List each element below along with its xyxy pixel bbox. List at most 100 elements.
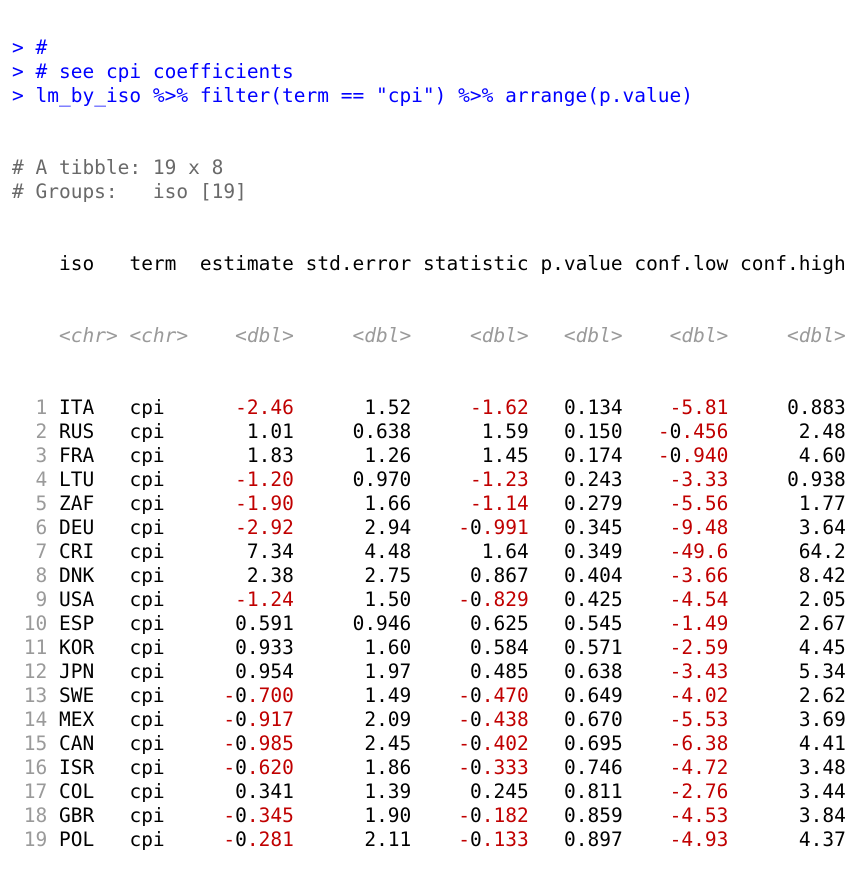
column-type: <dbl>	[563, 324, 623, 347]
value-zero: 0	[235, 708, 247, 731]
negative-sign: -	[458, 804, 471, 827]
value-digits: 3.66	[681, 564, 729, 587]
table-cell: -0.991	[458, 516, 528, 539]
column-header: term	[129, 252, 177, 275]
table-body: 1 ITA cpi -2.46 1.52 -1.62 0.134 -5.81 0…	[12, 396, 852, 852]
table-cell: -0.829	[458, 588, 528, 611]
table-cell: -4.02	[670, 684, 729, 707]
negative-sign: -	[458, 732, 471, 755]
command-lines: > # > # see cpi coefficients > lm_by_iso %…	[12, 36, 852, 108]
table-cell: -2.92	[235, 516, 294, 539]
table-cell: -3.66	[670, 564, 729, 587]
command-text: lm_by_iso %>% filter(term == "cpi") %>% …	[35, 84, 693, 107]
table-cell: 8.42	[798, 564, 846, 587]
row-number: 9	[35, 588, 48, 611]
row-number: 10	[23, 612, 48, 635]
table-cell: -49.6	[670, 540, 729, 563]
table-cell: 0.954	[235, 660, 294, 683]
table-row: 16 ISR cpi -0.620 1.86 -0.333 0.746 -4.7…	[12, 756, 852, 780]
table-cell: 1.01	[246, 420, 294, 443]
table-cell: 3.44	[798, 780, 846, 803]
table-cell: -0.700	[223, 684, 293, 707]
value-digits: .438	[481, 708, 529, 731]
table-cell: 1.60	[364, 636, 412, 659]
row-number: 18	[23, 804, 48, 827]
value-digits: 4.53	[681, 804, 729, 827]
table-cell: cpi	[129, 684, 165, 707]
value-digits: 1.23	[481, 468, 529, 491]
row-number: 7	[35, 540, 48, 563]
value-digits: .829	[481, 588, 529, 611]
table-cell: -5.53	[670, 708, 729, 731]
table-row: 5 ZAF cpi -1.90 1.66 -1.14 0.279 -5.56 1…	[12, 492, 852, 516]
table-row: 6 DEU cpi -2.92 2.94 -0.991 0.345 -9.48 …	[12, 516, 852, 540]
value-digits: 4.93	[681, 828, 729, 851]
value-zero: 0	[470, 828, 482, 851]
table-cell: 0.883	[787, 396, 846, 419]
column-header: std.error	[305, 252, 412, 275]
table-cell: DEU	[58, 516, 95, 539]
table-cell: cpi	[129, 636, 165, 659]
value-zero: 0	[235, 732, 247, 755]
table-cell: 0.571	[563, 636, 623, 659]
table-cell: -4.72	[670, 756, 729, 779]
negative-sign: -	[669, 708, 682, 731]
table-cell: 4.48	[364, 540, 412, 563]
table-cell: -4.54	[670, 588, 729, 611]
value-zero: 0	[470, 708, 482, 731]
value-digits: .700	[246, 684, 294, 707]
table-cell: -0.917	[223, 708, 293, 731]
table-cell: 7.34	[246, 540, 294, 563]
negative-sign: -	[470, 468, 482, 491]
table-cell: 4.37	[798, 828, 846, 851]
negative-sign: -	[223, 732, 236, 755]
table-cell: 1.64	[481, 540, 529, 563]
table-cell: cpi	[129, 516, 165, 539]
table-cell: cpi	[129, 804, 165, 827]
table-cell: 0.649	[563, 684, 623, 707]
table-cell: 2.75	[364, 564, 412, 587]
negative-sign: -	[669, 396, 682, 419]
table-cell: -3.43	[670, 660, 729, 683]
value-digits: 4.54	[681, 588, 729, 611]
value-digits: .620	[246, 756, 294, 779]
value-zero: 0	[235, 828, 247, 851]
table-cell: -0.456	[658, 420, 728, 443]
value-digits: .402	[481, 732, 529, 755]
negative-sign: -	[657, 444, 670, 467]
r-console-output[interactable]: > # > # see cpi coefficients > lm_by_iso %…	[12, 0, 852, 876]
value-zero: 0	[669, 420, 682, 443]
value-zero: 0	[470, 684, 482, 707]
table-cell: DNK	[58, 564, 95, 587]
table-row: 17 COL cpi 0.341 1.39 0.245 0.811 -2.76 …	[12, 780, 852, 804]
value-zero: 0	[470, 732, 482, 755]
table-cell: -1.14	[470, 492, 529, 515]
negative-sign: -	[470, 492, 482, 515]
column-header: conf.low	[634, 252, 729, 275]
row-number: 19	[23, 828, 48, 851]
negative-sign: -	[223, 828, 236, 851]
table-cell: 0.404	[563, 564, 623, 587]
table-cell: 64.2	[798, 540, 846, 563]
value-zero: 0	[470, 804, 482, 827]
table-cell: -0.402	[458, 732, 528, 755]
prompt-symbol: >	[12, 60, 24, 83]
row-number: 16	[23, 756, 48, 779]
table-cell: ESP	[58, 612, 95, 635]
table-cell: 3.84	[798, 804, 846, 827]
negative-sign: -	[458, 828, 471, 851]
table-row: 19 POL cpi -0.281 2.11 -0.133 0.897 -4.9…	[12, 828, 852, 852]
table-type-row: <chr> <chr> <dbl> <dbl> <dbl> <dbl> <dbl…	[12, 324, 852, 348]
negative-sign: -	[458, 516, 471, 539]
table-cell: -0.281	[223, 828, 293, 851]
table-row: 1 ITA cpi -2.46 1.52 -1.62 0.134 -5.81 0…	[12, 396, 852, 420]
column-header: statistic	[423, 252, 529, 275]
column-type: <dbl>	[235, 324, 294, 347]
column-header: p.value	[540, 252, 623, 275]
value-zero: 0	[470, 516, 482, 539]
table-cell: -0.333	[458, 756, 528, 779]
table-cell: JPN	[58, 660, 95, 683]
row-number: 17	[23, 780, 48, 803]
table-cell: 0.938	[787, 468, 846, 491]
value-digits: 6.38	[681, 732, 729, 755]
